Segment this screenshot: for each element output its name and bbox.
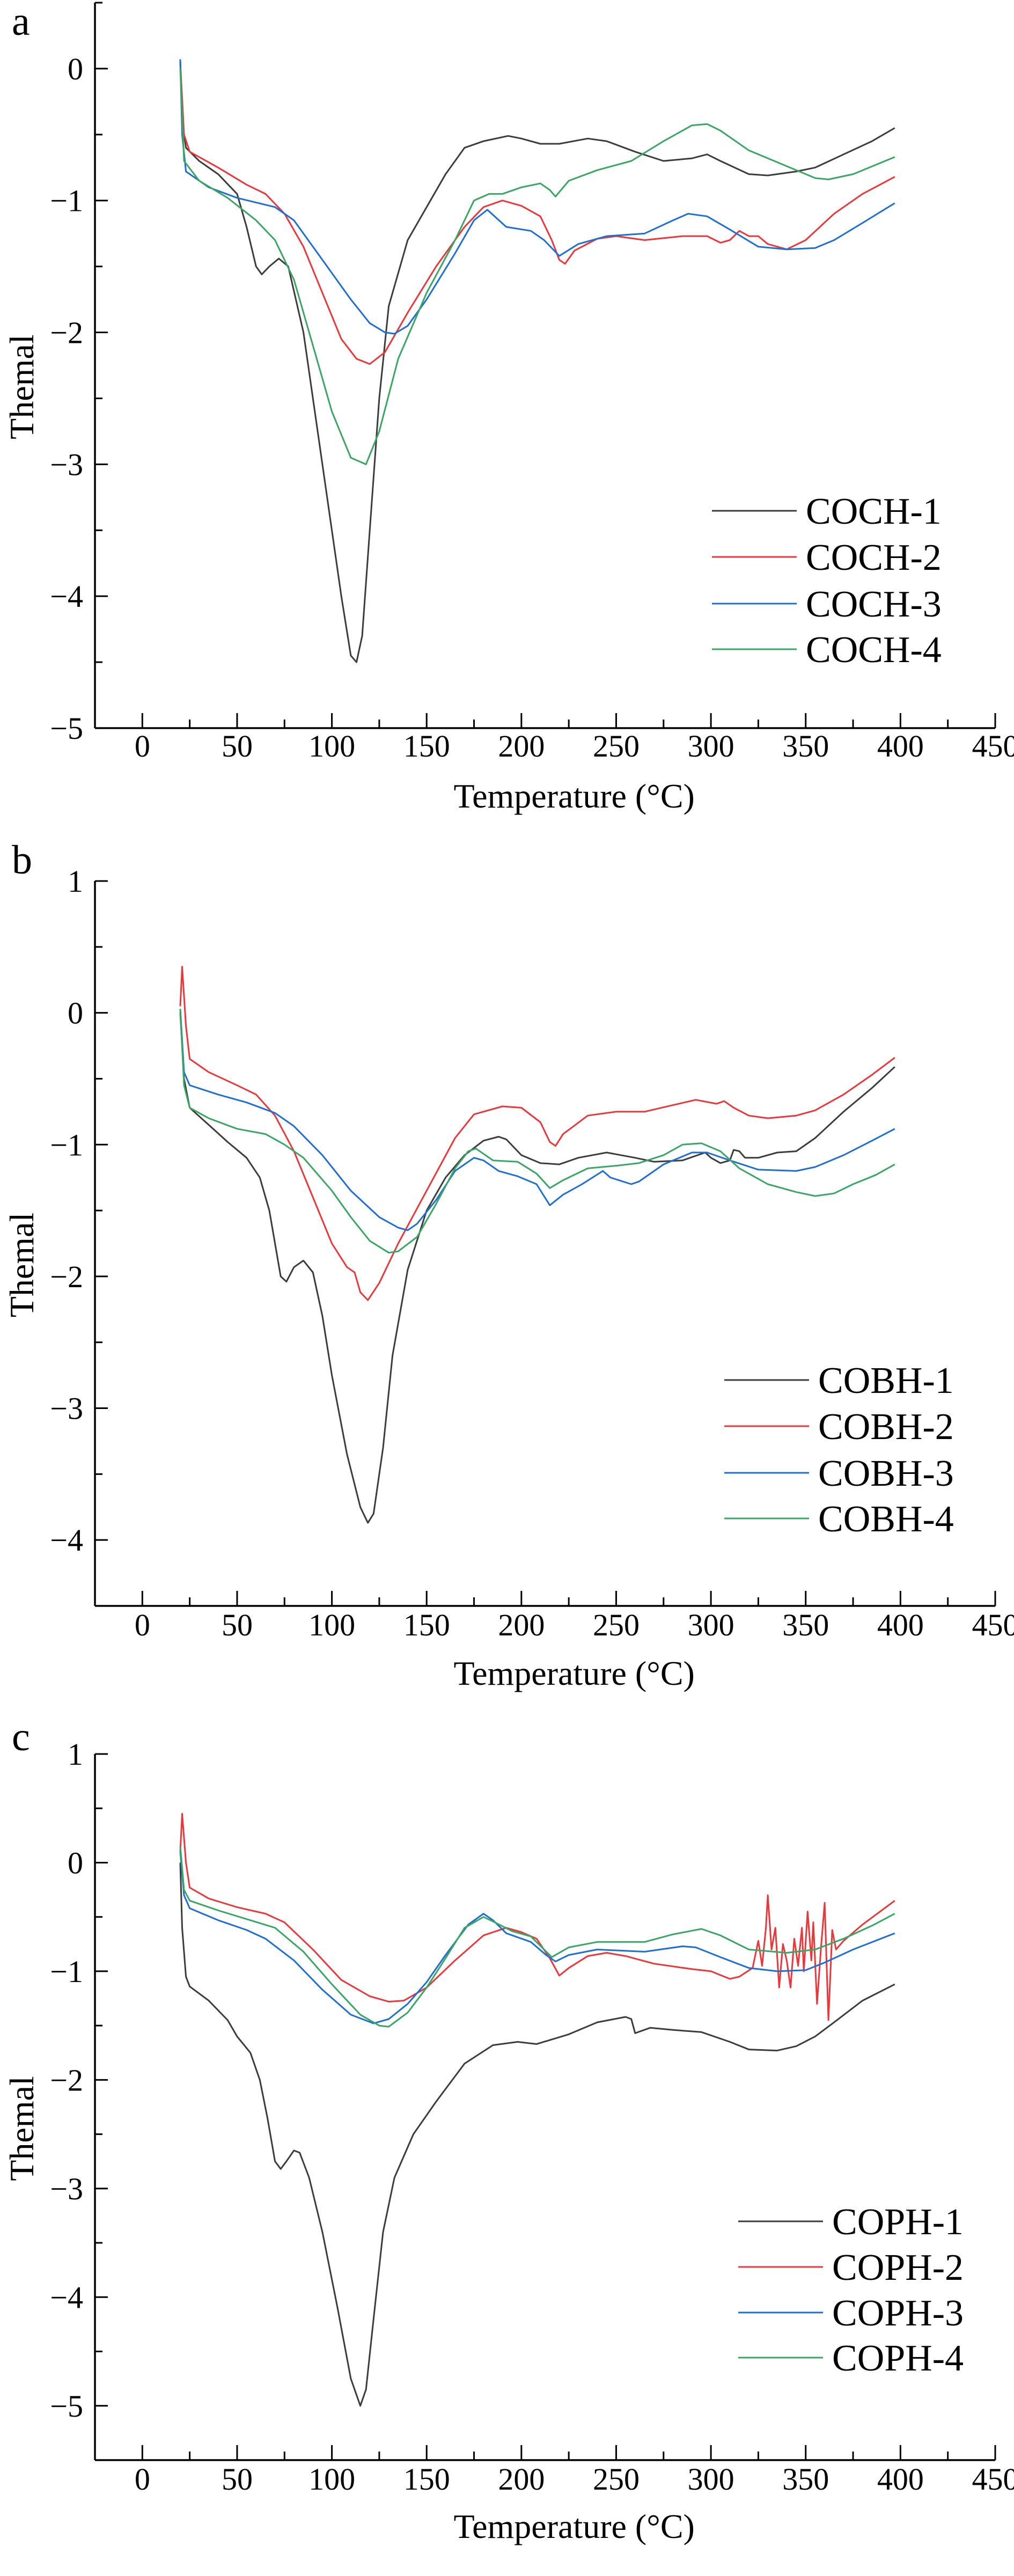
- series-line-coph-2: [179, 1812, 895, 2021]
- series-line-coch-1: [179, 59, 895, 663]
- y-tick-label: −2: [50, 315, 83, 350]
- x-tick-label: 250: [593, 1608, 640, 1642]
- legend-label: COBH-2: [818, 1406, 954, 1448]
- x-tick-label: 300: [688, 2462, 734, 2497]
- legend-label: COCH-3: [806, 584, 942, 625]
- x-tick-label: 300: [688, 729, 734, 764]
- x-tick-label: 50: [222, 729, 253, 764]
- panel-label: c: [12, 1714, 30, 1759]
- legend-label: COBH-1: [818, 1360, 954, 1401]
- x-tick-label: 0: [135, 2462, 150, 2497]
- y-tick-label: −4: [50, 1523, 83, 1558]
- legend-label: COCH-4: [806, 629, 942, 671]
- chart-panel-a: a 0 50 100 150 200 250 300 350 400 450 0 −1 −2 −3 −4 −5 T…: [3, 0, 1014, 815]
- series-line-coch-2: [179, 62, 895, 365]
- series-line-coch-3: [179, 59, 895, 335]
- legend-label: COCH-2: [806, 537, 942, 578]
- y-axis-title: Themal: [3, 2076, 41, 2181]
- x-tick-label: 400: [877, 729, 924, 764]
- x-tick-label: 350: [782, 1608, 829, 1642]
- y-tick-label: −3: [50, 2171, 83, 2206]
- x-axis-title: Temperature (°C): [453, 777, 694, 815]
- series-line-coph-1: [179, 1862, 895, 2407]
- legend-label: COPH-3: [832, 2293, 964, 2334]
- x-tick-label: 450: [972, 2462, 1014, 2497]
- x-tick-label: 150: [403, 1608, 450, 1642]
- x-tick-label: 0: [135, 1608, 150, 1642]
- y-axis-title: Themal: [3, 334, 41, 439]
- x-tick-label: 200: [498, 1608, 545, 1642]
- y-tick-label: −4: [50, 579, 83, 614]
- legend-label: COPH-4: [832, 2338, 964, 2379]
- series-line-coph-3: [179, 1852, 895, 2024]
- x-tick-label: 300: [688, 1608, 734, 1642]
- y-tick-label: −2: [50, 2063, 83, 2097]
- y-tick-label: −3: [50, 447, 83, 482]
- y-tick-label: −1: [50, 184, 83, 218]
- x-tick-label: 50: [222, 1608, 253, 1642]
- legend-label: COBH-3: [818, 1453, 954, 1494]
- y-tick-label: −5: [50, 2389, 83, 2424]
- x-tick-label: 100: [308, 729, 355, 764]
- x-tick-label: 200: [498, 2462, 545, 2497]
- y-tick-label: 0: [68, 996, 83, 1031]
- y-axis-title: Themal: [3, 1213, 41, 1317]
- x-tick-label: 50: [222, 2462, 253, 2497]
- x-tick-label: 250: [593, 2462, 640, 2497]
- y-tick-label: −1: [50, 1954, 83, 1989]
- x-tick-label: 100: [308, 2462, 355, 2497]
- legend-label: COPH-2: [832, 2247, 964, 2288]
- legend-label: COPH-1: [832, 2201, 964, 2243]
- x-tick-label: 250: [593, 729, 640, 764]
- series-line-coph-4: [179, 1846, 895, 2028]
- x-tick-label: 400: [877, 1608, 924, 1642]
- x-tick-label: 0: [135, 729, 150, 764]
- x-tick-label: 450: [972, 1608, 1014, 1642]
- y-tick-label: −4: [50, 2280, 83, 2315]
- series-line-coch-4: [179, 68, 895, 465]
- y-tick-label: 0: [68, 52, 83, 86]
- panel-label: b: [12, 838, 32, 883]
- legend-label: COBH-4: [818, 1499, 954, 1540]
- x-tick-label: 450: [972, 729, 1014, 764]
- x-tick-label: 100: [308, 1608, 355, 1642]
- chart-panel-b: b 0 50 100 150 200 250 300 350 400 450 1 0 −1 −2 −3 −4 Te…: [3, 838, 1014, 1692]
- y-tick-label: −2: [50, 1259, 83, 1294]
- y-tick-label: −1: [50, 1127, 83, 1162]
- series-line-cobh-1: [179, 1012, 895, 1524]
- series-line-cobh-2: [179, 966, 895, 1301]
- y-tick-label: 1: [68, 864, 83, 899]
- chart-panel-c: c 0 50 100 150 200 250 300 350 400 450 1 0 −1 −2 −3 −4 −5…: [3, 1714, 1014, 2545]
- y-tick-label: 1: [68, 1737, 83, 1772]
- x-tick-label: 150: [403, 2462, 450, 2497]
- y-tick-label: −3: [50, 1391, 83, 1426]
- x-tick-label: 400: [877, 2462, 924, 2497]
- x-axis-title: Temperature (°C): [453, 1654, 694, 1692]
- x-tick-label: 350: [782, 2462, 829, 2497]
- panel-label: a: [12, 0, 30, 44]
- series-line-cobh-4: [179, 1009, 895, 1254]
- y-tick-label: −5: [50, 711, 83, 746]
- legend-label: COCH-1: [806, 491, 942, 532]
- x-tick-label: 150: [403, 729, 450, 764]
- x-tick-label: 200: [498, 729, 545, 764]
- x-axis-title: Temperature (°C): [453, 2507, 694, 2545]
- x-tick-label: 350: [782, 729, 829, 764]
- y-tick-label: 0: [68, 1845, 83, 1880]
